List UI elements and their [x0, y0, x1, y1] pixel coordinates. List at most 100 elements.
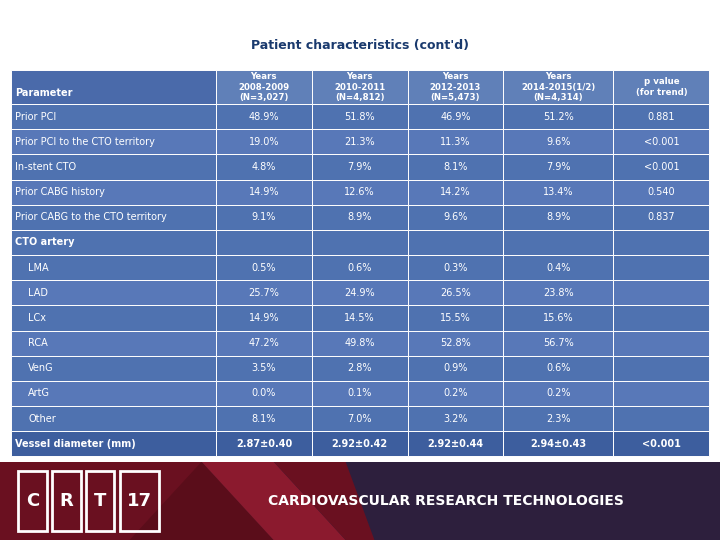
- Text: LMA: LMA: [28, 262, 49, 273]
- Text: LCx: LCx: [28, 313, 46, 323]
- Text: Patient characteristics (cont'd): Patient characteristics (cont'd): [251, 39, 469, 52]
- Bar: [11, 306, 216, 330]
- Bar: [408, 431, 503, 456]
- Bar: [312, 180, 408, 205]
- Text: 15.5%: 15.5%: [440, 313, 471, 323]
- Bar: [408, 205, 503, 230]
- Bar: [216, 180, 312, 205]
- Bar: [613, 180, 709, 205]
- Text: 0.837: 0.837: [647, 212, 675, 222]
- Bar: [312, 154, 408, 180]
- Bar: [408, 406, 503, 431]
- Text: Prior CABG to the CTO territory: Prior CABG to the CTO territory: [15, 212, 167, 222]
- Polygon shape: [130, 462, 274, 540]
- Bar: [613, 356, 709, 381]
- Bar: [503, 255, 613, 280]
- Text: 9.1%: 9.1%: [252, 212, 276, 222]
- Text: 25.7%: 25.7%: [248, 288, 279, 298]
- Bar: [408, 330, 503, 356]
- Bar: [312, 406, 408, 431]
- Text: 14.5%: 14.5%: [344, 313, 375, 323]
- Text: 11.3%: 11.3%: [440, 137, 471, 147]
- Text: 3.2%: 3.2%: [443, 414, 468, 423]
- Text: 7.9%: 7.9%: [546, 162, 571, 172]
- Bar: [408, 306, 503, 330]
- Text: Vessel diameter (mm): Vessel diameter (mm): [15, 438, 136, 449]
- Bar: [216, 330, 312, 356]
- Text: 49.8%: 49.8%: [344, 338, 375, 348]
- Text: 14.9%: 14.9%: [248, 187, 279, 197]
- Bar: [11, 255, 216, 280]
- Text: 0.6%: 0.6%: [348, 262, 372, 273]
- Text: <0.001: <0.001: [644, 162, 679, 172]
- Bar: [503, 70, 613, 104]
- Bar: [52, 471, 81, 531]
- Text: 51.8%: 51.8%: [344, 112, 375, 122]
- Text: 2.92±0.44: 2.92±0.44: [428, 438, 483, 449]
- Bar: [408, 356, 503, 381]
- Bar: [11, 280, 216, 306]
- Bar: [408, 154, 503, 180]
- Bar: [312, 431, 408, 456]
- Bar: [312, 255, 408, 280]
- Text: 47.2%: 47.2%: [248, 338, 279, 348]
- Bar: [503, 381, 613, 406]
- Text: 9.6%: 9.6%: [546, 137, 570, 147]
- Text: 4.8%: 4.8%: [252, 162, 276, 172]
- Text: 0.540: 0.540: [647, 187, 675, 197]
- Text: 0.881: 0.881: [647, 112, 675, 122]
- Text: 2.94±0.43: 2.94±0.43: [531, 438, 586, 449]
- Text: 8.9%: 8.9%: [546, 212, 570, 222]
- Bar: [216, 70, 312, 104]
- Text: T: T: [94, 492, 107, 510]
- Text: Prior PCI: Prior PCI: [15, 112, 56, 122]
- Bar: [503, 356, 613, 381]
- Text: 51.2%: 51.2%: [543, 112, 574, 122]
- Polygon shape: [274, 462, 374, 540]
- Text: CARDIOVASCULAR RESEARCH TECHNOLOGIES: CARDIOVASCULAR RESEARCH TECHNOLOGIES: [269, 494, 624, 508]
- Text: 56.7%: 56.7%: [543, 338, 574, 348]
- Text: 2.8%: 2.8%: [347, 363, 372, 373]
- Bar: [216, 356, 312, 381]
- Bar: [503, 280, 613, 306]
- Bar: [86, 471, 114, 531]
- Text: 14.2%: 14.2%: [440, 187, 471, 197]
- Text: Other: Other: [28, 414, 56, 423]
- Text: 0.5%: 0.5%: [251, 262, 276, 273]
- Text: 24.9%: 24.9%: [344, 288, 375, 298]
- Text: 0.0%: 0.0%: [252, 388, 276, 399]
- Bar: [613, 70, 709, 104]
- Bar: [11, 356, 216, 381]
- Text: 2.87±0.40: 2.87±0.40: [235, 438, 292, 449]
- Bar: [613, 280, 709, 306]
- Bar: [408, 230, 503, 255]
- Text: R: R: [59, 492, 73, 510]
- Bar: [216, 205, 312, 230]
- Bar: [216, 306, 312, 330]
- Text: 2.92±0.42: 2.92±0.42: [332, 438, 387, 449]
- Bar: [613, 431, 709, 456]
- Text: <0.001: <0.001: [644, 137, 679, 147]
- Bar: [216, 104, 312, 129]
- Text: 13.4%: 13.4%: [543, 187, 574, 197]
- Text: In-stent CTO: In-stent CTO: [15, 162, 76, 172]
- Text: p value
(for trend): p value (for trend): [636, 77, 687, 97]
- Bar: [408, 280, 503, 306]
- Bar: [312, 306, 408, 330]
- Bar: [11, 104, 216, 129]
- Bar: [408, 104, 503, 129]
- Bar: [312, 356, 408, 381]
- Bar: [216, 406, 312, 431]
- Text: VenG: VenG: [28, 363, 54, 373]
- Bar: [312, 70, 408, 104]
- Text: 0.3%: 0.3%: [444, 262, 467, 273]
- Text: 3.5%: 3.5%: [251, 363, 276, 373]
- Text: Parameter: Parameter: [15, 89, 73, 98]
- Text: Prior CABG history: Prior CABG history: [15, 187, 105, 197]
- Bar: [312, 129, 408, 154]
- Text: 7.9%: 7.9%: [347, 162, 372, 172]
- Bar: [216, 230, 312, 255]
- Bar: [216, 154, 312, 180]
- Bar: [503, 306, 613, 330]
- Bar: [216, 280, 312, 306]
